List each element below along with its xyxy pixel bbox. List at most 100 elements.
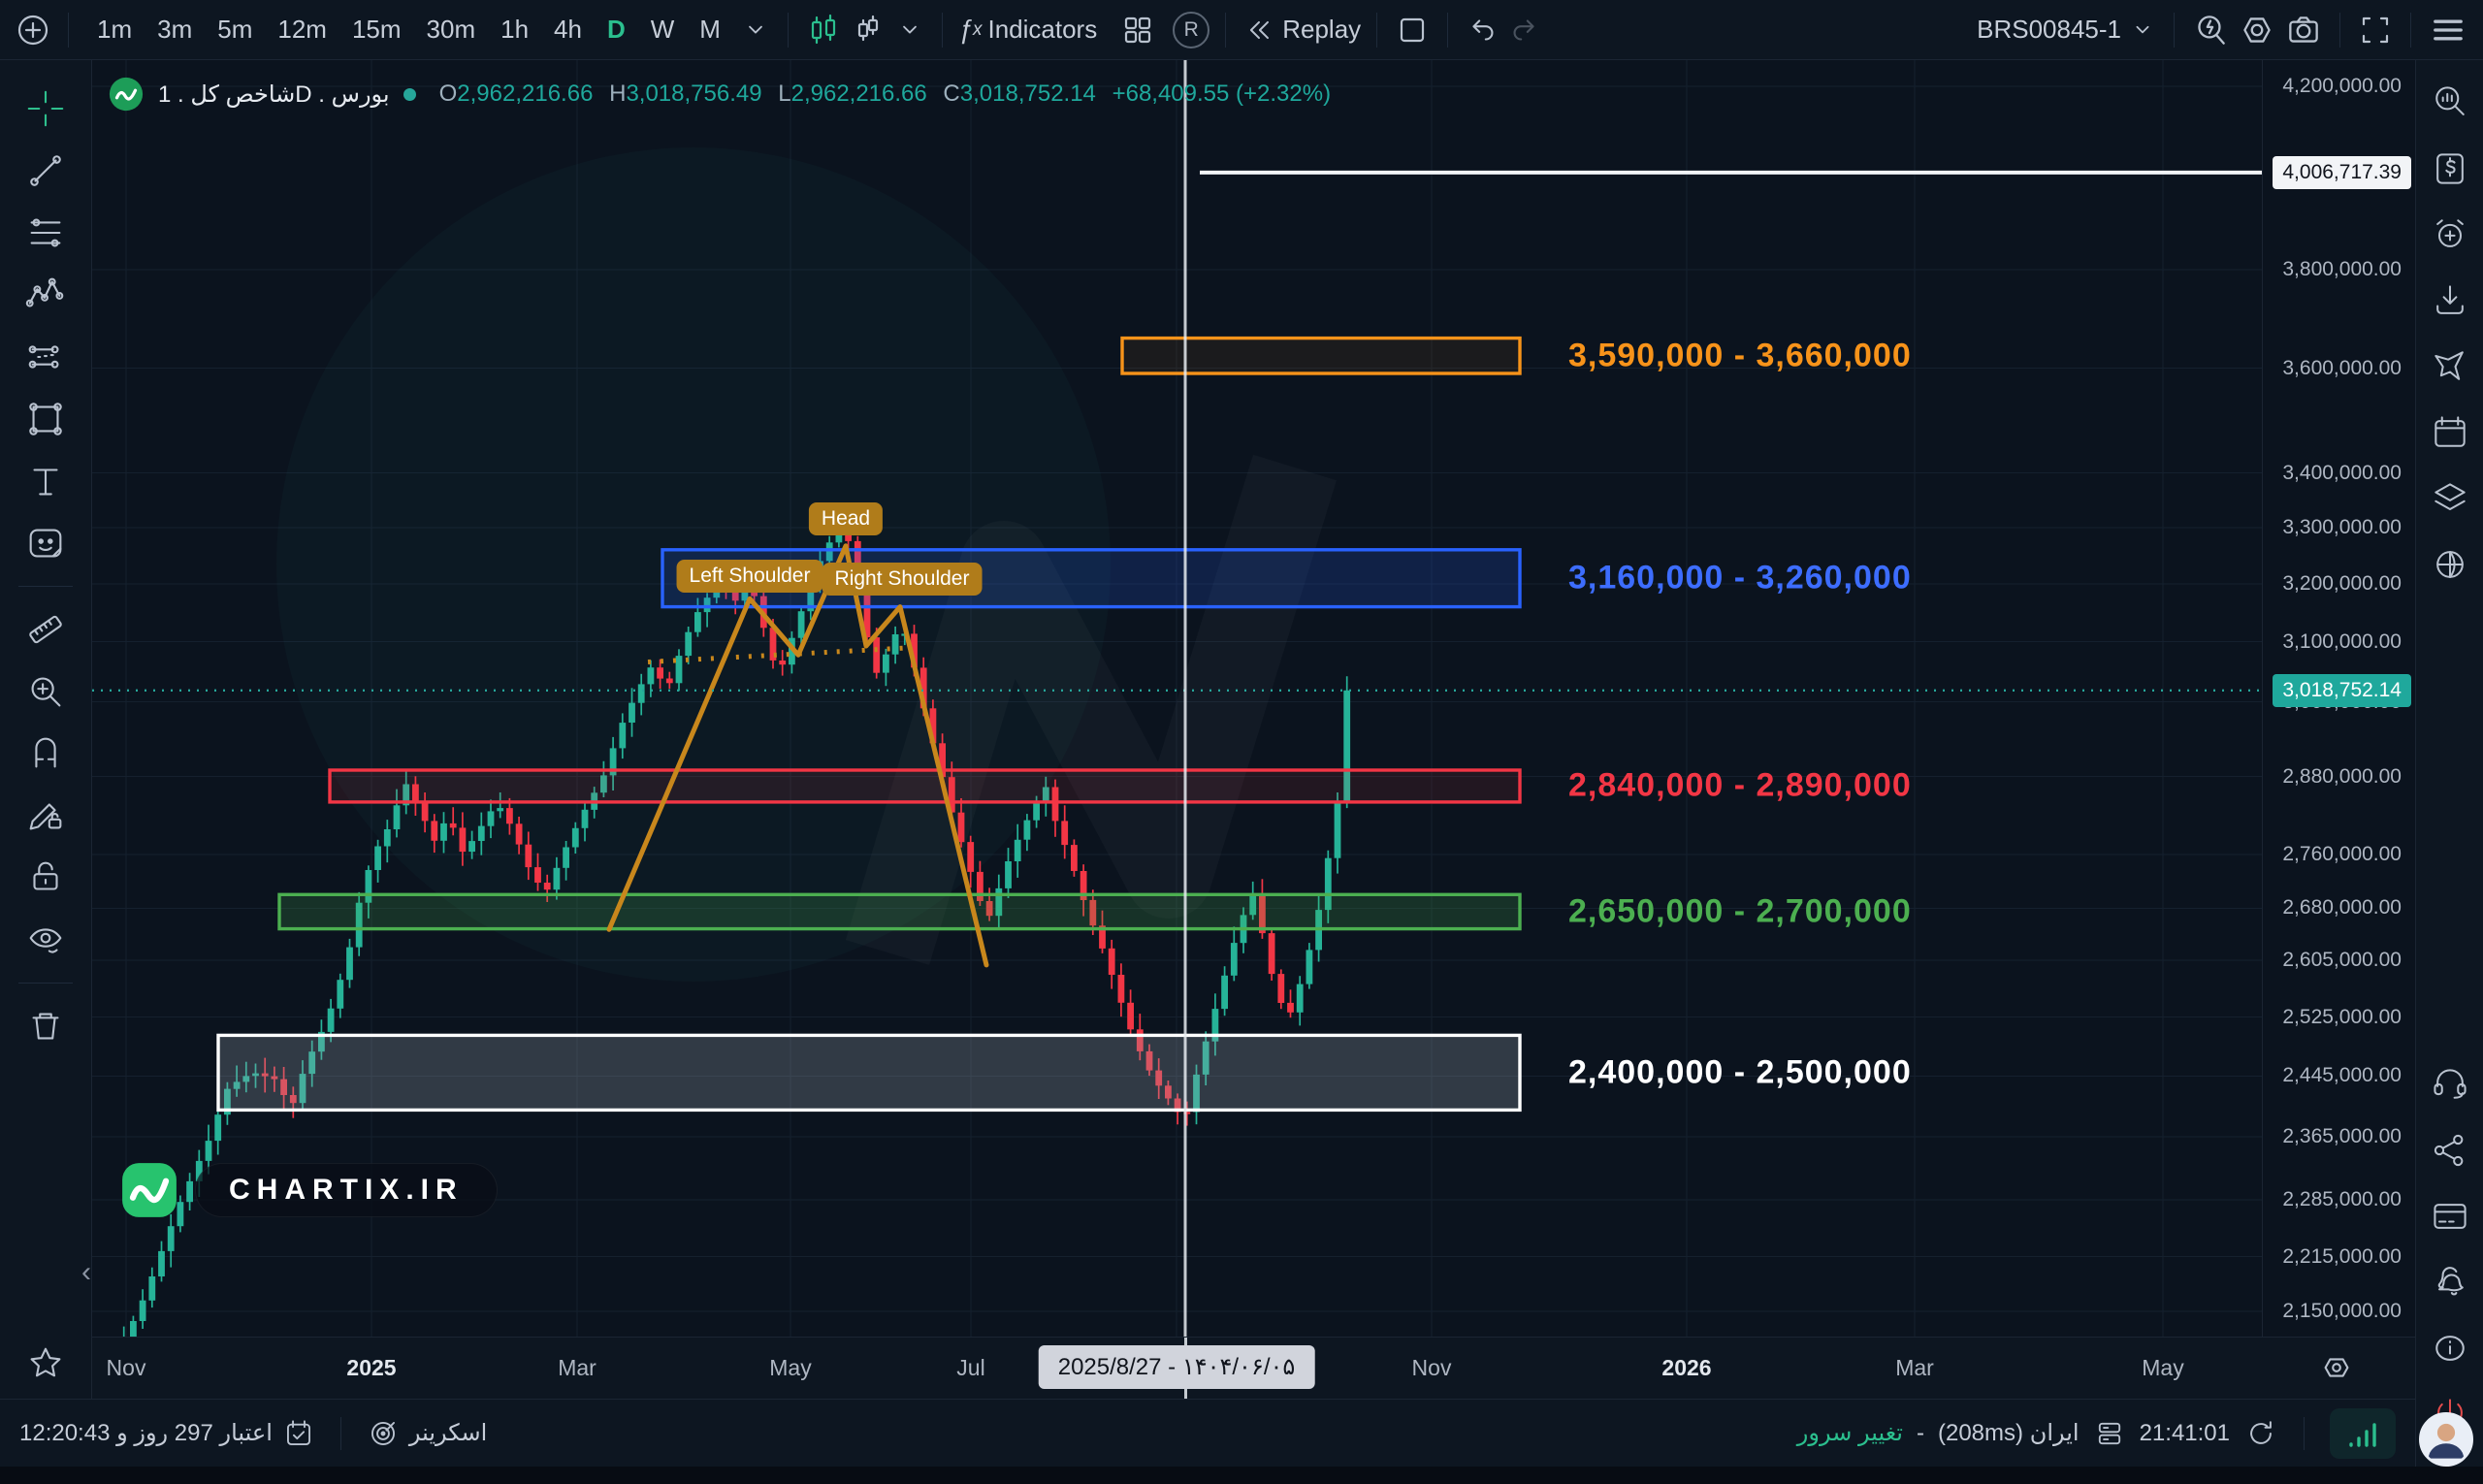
crosshair-icon[interactable] [18, 81, 73, 136]
timeframe-button-1m[interactable]: 1m [97, 15, 133, 44]
chart-style-icon[interactable] [849, 11, 887, 49]
lock-all-icon[interactable] [18, 851, 73, 905]
change-server-link[interactable]: تغییر سرور [1796, 1420, 1903, 1446]
timeframe-button-M[interactable]: M [699, 15, 721, 44]
layers-icon[interactable] [2427, 475, 2473, 522]
avatar[interactable] [2419, 1412, 2473, 1467]
replay-button[interactable]: Replay [1282, 15, 1362, 44]
timeframe-button-12m[interactable]: 12m [277, 15, 327, 44]
divider [68, 12, 69, 48]
magnet-icon[interactable] [18, 726, 73, 781]
price-tick: 2,680,000.00 [2282, 896, 2402, 919]
xabcd-pattern-icon[interactable] [18, 268, 73, 322]
chartix-logo-icon [122, 1163, 177, 1217]
validity-text: اعتبار 297 روز و 12:20:43 [19, 1420, 273, 1446]
connection-bars-icon[interactable] [2330, 1407, 2396, 1459]
price-tick: 2,880,000.00 [2282, 765, 2402, 788]
candlestick-type-icon[interactable] [804, 11, 843, 49]
headset-icon[interactable] [2427, 1061, 2473, 1108]
collapse-toolbar-icon[interactable]: ‹ [81, 1256, 91, 1288]
funnel-icon[interactable] [2427, 343, 2473, 390]
timeframe-button-1h[interactable]: 1h [500, 15, 530, 44]
dollar-icon[interactable] [2427, 145, 2473, 192]
watchlist-search-icon[interactable] [2427, 80, 2473, 126]
credit-card-icon[interactable] [2427, 1193, 2473, 1240]
rewind-icon[interactable] [1242, 13, 1276, 48]
timeframe-button-15m[interactable]: 15m [351, 15, 402, 44]
dash: - [1916, 1419, 1924, 1446]
symbol-logo-icon[interactable] [108, 76, 145, 113]
draw-lock-icon[interactable] [18, 789, 73, 843]
symbol-title[interactable]: شاخص کل . 1D . بورس [158, 81, 390, 108]
timeframe-button-4h[interactable]: 4h [554, 15, 582, 44]
timeframe-button-W[interactable]: W [650, 15, 675, 44]
forecast-icon[interactable] [18, 330, 73, 384]
replay-badge[interactable]: R [1173, 11, 1210, 48]
price-tick: 2,150,000.00 [2282, 1300, 2402, 1322]
hide-all-icon[interactable] [18, 913, 73, 967]
chartix-brandmark: CHARTIX.IR [119, 1160, 498, 1220]
chart-pane[interactable]: شاخص کل . 1D . بورس O2,962,216.66 H3,018… [92, 60, 2262, 1337]
redo-icon[interactable] [1506, 12, 1543, 48]
chevron-down-icon[interactable] [893, 14, 926, 47]
info-icon[interactable] [2427, 1325, 2473, 1371]
price-label-white: 4,006,717.39 [2273, 156, 2411, 189]
zone-label-supply-red: 2,840,000 - 2,890,000 [1568, 766, 1912, 804]
download-icon[interactable] [2427, 277, 2473, 324]
trash-icon[interactable] [18, 999, 73, 1053]
add-symbol-icon[interactable] [14, 11, 52, 49]
layout-grid-icon[interactable] [1118, 11, 1157, 49]
fib-retracement-icon[interactable] [18, 206, 73, 260]
screener-label: اسکرینر [408, 1420, 488, 1446]
divider [339, 1416, 341, 1450]
rectangle-icon[interactable] [18, 392, 73, 446]
undo-icon[interactable] [1464, 12, 1500, 48]
sticker-icon[interactable] [18, 516, 73, 570]
time-tick: Nov [106, 1355, 146, 1380]
time-tick: Mar [1895, 1355, 1934, 1380]
chevron-down-icon[interactable] [2127, 15, 2158, 46]
star-icon[interactable] [18, 1337, 73, 1391]
pattern-label-right-shoulder[interactable]: Right Shoulder [822, 563, 983, 596]
ohlc-readout: O2,962,216.66 H3,018,756.49 L2,962,216.6… [438, 81, 1332, 107]
fullscreen-icon[interactable] [2356, 11, 2395, 49]
chevron-down-icon[interactable] [739, 14, 772, 47]
globe-icon[interactable] [2427, 541, 2473, 588]
timeframe-button-3m[interactable]: 3m [157, 15, 193, 44]
pattern-label-left-shoulder[interactable]: Left Shoulder [676, 560, 823, 593]
refresh-icon[interactable] [2243, 1416, 2278, 1451]
menu-hamburger-icon[interactable] [2427, 9, 2469, 51]
trend-line-icon[interactable] [18, 144, 73, 198]
timeframe-button-5m[interactable]: 5m [217, 15, 253, 44]
price-tick: 4,200,000.00 [2282, 75, 2402, 97]
quick-search-icon[interactable] [2190, 10, 2231, 50]
ruler-icon[interactable] [18, 602, 73, 657]
divider [1225, 12, 1227, 48]
divider [2339, 12, 2340, 48]
indicators-button[interactable]: Indicators [987, 15, 1098, 44]
price-tick: 2,215,000.00 [2282, 1245, 2402, 1268]
alarm-plus-icon[interactable] [2427, 211, 2473, 258]
share-icon[interactable] [2427, 1127, 2473, 1174]
calendar-icon[interactable] [2427, 409, 2473, 456]
settings-gear-icon[interactable] [2237, 10, 2277, 50]
status-bar: اعتبار 297 روز و 12:20:43 اسکرینر تغییر … [0, 1399, 2415, 1467]
screener-button[interactable]: اسکرینر [367, 1417, 487, 1450]
chartix-watermark-text: CHARTIX.IR [195, 1163, 498, 1217]
timeframe-button-30m[interactable]: 30m [426, 15, 476, 44]
symbol-name[interactable]: BRS00845-1 [1977, 15, 2121, 44]
bells-icon[interactable] [2427, 1259, 2473, 1306]
server-name: ایران (208ms) [1937, 1420, 2080, 1446]
zoom-in-icon[interactable] [18, 664, 73, 719]
price-axis[interactable]: 4,200,000.00 3,800,000.00 3,600,000.00 3,40… [2262, 60, 2415, 1337]
text-icon[interactable] [18, 454, 73, 508]
pattern-label-head[interactable]: Head [808, 502, 884, 535]
timeframe-button-D[interactable]: D [606, 15, 626, 44]
camera-snapshot-icon[interactable] [2283, 10, 2324, 50]
axis-settings-icon[interactable] [2318, 1349, 2355, 1386]
time-axis[interactable]: 2025/8/27 - ۱۴۰۴/۰۶/۰۵ Nov 2025 Mar May Jul N… [92, 1337, 2415, 1400]
layout-single-icon[interactable] [1393, 11, 1432, 49]
price-tick: 3,300,000.00 [2282, 516, 2402, 538]
candlestick-canvas[interactable] [92, 60, 2262, 1337]
